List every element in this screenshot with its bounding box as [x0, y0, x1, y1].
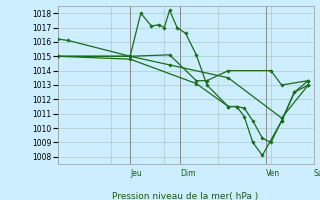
Text: Dim: Dim [180, 169, 196, 178]
Text: Pression niveau de la mer( hPa ): Pression niveau de la mer( hPa ) [112, 192, 259, 200]
Text: Sam: Sam [314, 169, 320, 178]
Text: Jeu: Jeu [130, 169, 142, 178]
Text: Ven: Ven [266, 169, 280, 178]
